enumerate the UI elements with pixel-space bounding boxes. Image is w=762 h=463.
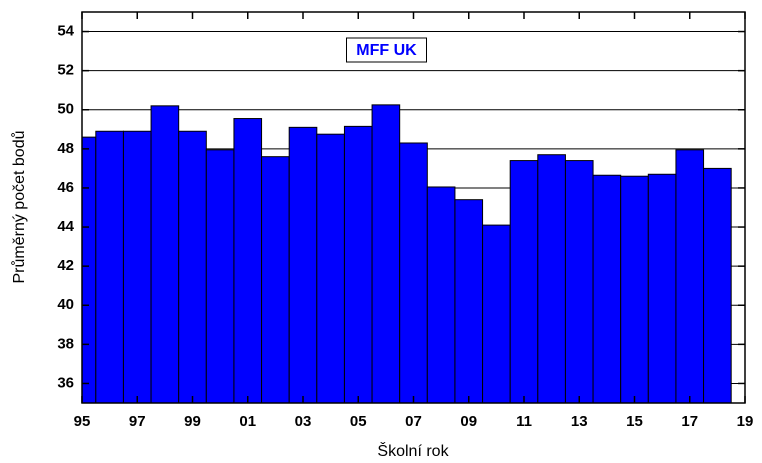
bar [150, 105, 180, 404]
x-tick-label: 19 [737, 413, 754, 430]
bar [537, 154, 566, 404]
y-tick-label: 40 [57, 296, 74, 313]
bar [178, 130, 207, 404]
bar [703, 167, 732, 404]
y-tick-label: 54 [57, 23, 74, 40]
y-tick-label: 48 [57, 140, 74, 157]
x-axis-title: Školní rok [377, 441, 449, 460]
bar [233, 118, 263, 404]
bar [592, 174, 622, 404]
x-tick-label: 15 [626, 413, 643, 430]
y-axis-title: Průměrný počet bodů [10, 131, 28, 284]
x-tick-label: 07 [405, 413, 422, 430]
x-tick-label: 13 [571, 413, 588, 430]
x-tick-label: 03 [295, 413, 312, 430]
bar [675, 149, 705, 404]
bar [564, 160, 594, 404]
bar [454, 199, 484, 404]
x-tick-label: 09 [460, 413, 477, 430]
legend-box [346, 37, 427, 63]
bar [509, 160, 539, 404]
x-tick-label: 17 [681, 413, 698, 430]
bar [647, 173, 677, 404]
x-tick-label: 01 [239, 413, 256, 430]
y-tick-label: 36 [57, 374, 74, 391]
bar [399, 142, 428, 404]
y-tick-label: 46 [57, 179, 74, 196]
bar [316, 133, 345, 404]
x-tick-label: 11 [516, 413, 532, 430]
x-tick-label: 99 [184, 413, 201, 430]
bar [261, 156, 290, 404]
bar [482, 224, 511, 404]
y-tick-label: 42 [57, 257, 74, 274]
y-tick-label: 38 [57, 335, 74, 352]
x-tick-label: 95 [74, 413, 91, 430]
bar [122, 130, 152, 404]
bar [95, 130, 124, 404]
bar [426, 186, 456, 404]
bar [620, 175, 649, 404]
y-tick-label: 44 [57, 218, 74, 235]
bar [81, 136, 97, 404]
y-tick-label: 50 [57, 101, 74, 118]
legend-label: MFF UK [356, 42, 417, 59]
bar [371, 104, 401, 404]
bar [343, 125, 373, 404]
y-tick-label: 52 [57, 62, 74, 79]
bar [288, 126, 318, 404]
x-tick-label: 05 [350, 413, 367, 430]
bar [205, 149, 235, 404]
x-tick-label: 97 [129, 413, 146, 430]
